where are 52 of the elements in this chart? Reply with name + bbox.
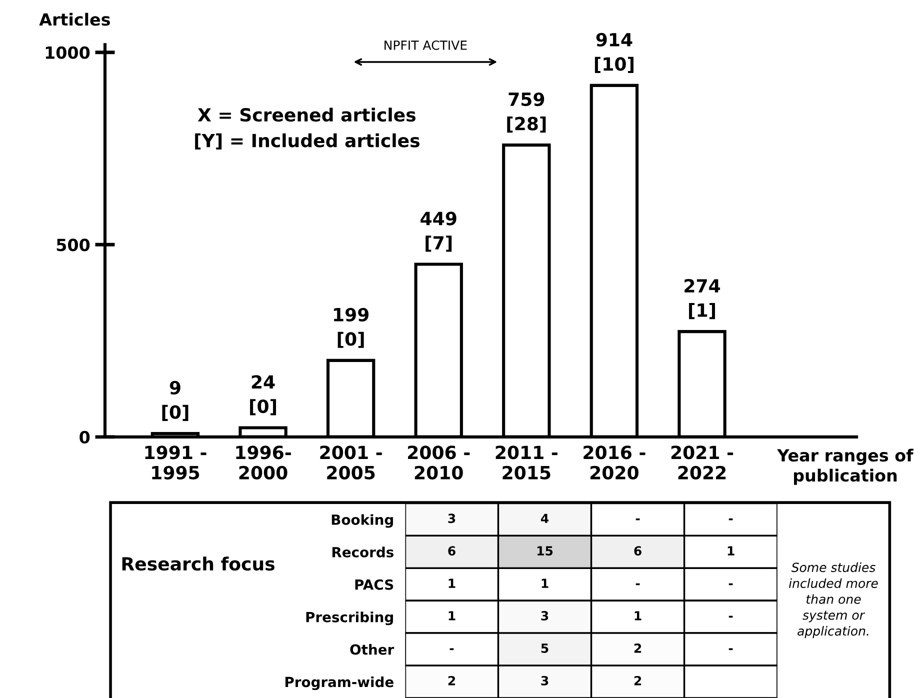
data-label: 5 [541,644,548,653]
y-tick-label: Program-wide [285,676,394,690]
y-tick-label: Booking [332,514,393,528]
y-tick-label: 1000 [46,46,90,59]
x-tick-label: 1996- 2000 [236,446,291,480]
annotation: NPFIT ACTIVE [384,40,467,50]
text: Some studies included more than one system or application. [789,562,878,638]
data-label: 3 [541,611,548,620]
x-tick-label: 2006 - 2010 [408,446,470,480]
data-label: 2 [634,643,642,653]
data-label: 3 [541,676,548,686]
data-label: 9 [0] [162,380,188,421]
text: - [450,648,454,650]
text: - [728,616,733,618]
x-tick-label: 2011 - 2015 [496,446,558,480]
data-label: 3 [448,514,456,524]
x-axis-title: Year ranges of publication [777,448,914,485]
text: - [728,648,733,650]
text: - [728,583,733,586]
data-label: 4 [540,514,549,523]
y-tick-label: Prescribing [306,612,393,626]
data-label: 759 [28] [507,92,546,133]
data-label: 449 [7] [420,212,456,252]
x-tick-label: 2016 - 2020 [584,446,646,480]
data-label: 1 [448,611,456,620]
data-label: 6 [634,546,642,556]
x-tick-label: 1991 - 1995 [145,446,206,480]
x-tick-label: 2021 - 2022 [671,446,734,480]
data-label: 274 [1] [684,278,720,320]
data-label: 2 [448,676,456,686]
text: - [728,518,733,520]
y-tick-label: Other [350,644,394,655]
y-tick-label: Records [332,546,394,558]
data-label: 24 [0] [250,375,276,416]
data-label: 1 [634,611,642,620]
text: - [636,583,640,586]
x-tick-label: 2001 - 2005 [320,446,382,480]
data-label: 2 [634,676,642,686]
y-axis-title: Articles [39,12,110,26]
text: - [636,518,640,520]
data-label: 199 [0] [334,308,369,348]
y-tick-label: 0 [80,430,90,444]
data-label: 1 [448,578,456,588]
data-label: 15 [537,546,553,556]
data-label: 6 [448,546,456,556]
y-axis-title: Research focus [122,556,274,571]
y-tick-label: PACS [355,579,394,590]
y-tick-label: 500 [56,238,90,252]
data-label: 914 [10] [594,32,634,73]
data-label: 1 [542,578,548,588]
annotation: X = Screened articles [Y] = Included articles [195,108,420,150]
data-label: 1 [728,546,734,556]
